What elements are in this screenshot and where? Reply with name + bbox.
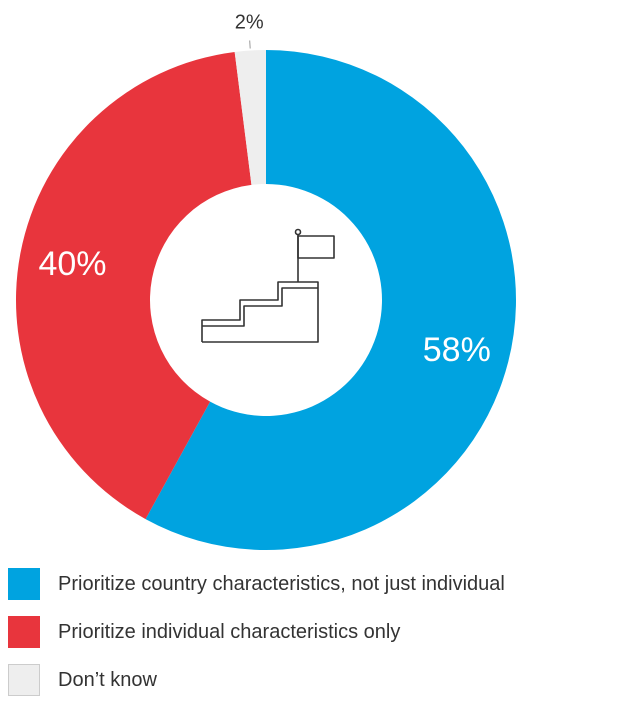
slice-1 [15, 51, 252, 520]
slice-label-1: 40% [38, 245, 106, 283]
legend-label: Don’t know [58, 668, 157, 691]
legend-item: Prioritize individual characteristics on… [8, 608, 505, 656]
leader-line-2 [249, 40, 251, 49]
legend-label: Prioritize country characteristics, not … [58, 572, 505, 595]
stairs-flag-icon [201, 228, 335, 343]
donut-chart: 58% 40% 2% [15, 12, 516, 550]
slice-0 [145, 50, 516, 550]
legend: Prioritize country characteristics, not … [8, 560, 505, 704]
legend-item: Prioritize country characteristics, not … [8, 560, 505, 608]
slice-label-0: 58% [423, 331, 491, 369]
slice-label-2: 2% [235, 12, 264, 34]
legend-swatch-dont-know [8, 664, 40, 696]
slice-labels: 58% 40% 2% [38, 12, 490, 369]
slice-2 [234, 50, 266, 185]
donut-slices [15, 50, 516, 550]
legend-swatch-individual [8, 616, 40, 648]
legend-swatch-country [8, 568, 40, 600]
legend-item: Don’t know [8, 656, 505, 704]
legend-label: Prioritize individual characteristics on… [58, 620, 401, 643]
